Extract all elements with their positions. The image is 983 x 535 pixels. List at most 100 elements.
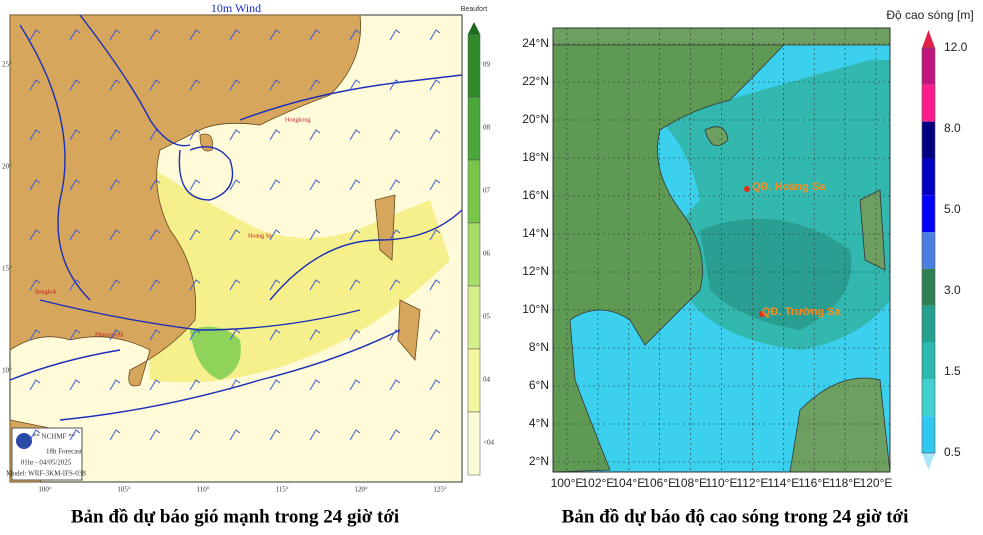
wind-barb [389,229,401,241]
wind-barb [149,329,161,341]
wind-barb [189,379,201,391]
wind-barb [189,279,201,291]
wind-barb [309,179,321,191]
wind-barb [229,129,241,141]
lat-label: 20°N [522,112,549,126]
wind-barb [429,379,441,391]
place-label: Hongkong [285,117,310,123]
land [552,27,891,473]
wind-barb [349,179,361,191]
wind-barb [229,79,241,91]
wind-barb [149,79,161,91]
lat-label: 24°N [522,36,549,50]
wind-barb [269,279,281,291]
wind-barb [349,29,361,41]
wind-barb [69,229,81,241]
wind-barb [29,229,41,241]
wind-barb [149,379,161,391]
caption: Bản đồ dự báo gió mạnh trong 24 giờ tới [71,506,399,527]
wind-barb [69,279,81,291]
wind-barb [309,229,321,241]
lat-label: 8°N [529,340,549,354]
island-label: QĐ. Hoàng Sa [752,181,826,193]
wind-barb [229,379,241,391]
legend-title: Độ cao sóng [m] [886,8,973,22]
colorbar-segment [922,379,935,417]
wind-barb [269,79,281,91]
lon-label: 106°E [643,476,676,490]
wind-map: ** NCHMF ** 18h Forecast 01hr - 04/05/20… [6,1,487,528]
wind-barb [109,179,121,191]
lat-label: 18°N [522,150,549,164]
wind-barb [349,279,361,291]
lon-label: 120° [354,486,368,494]
wind-barb [309,129,321,141]
wind-barb [429,429,441,441]
wind-barb [69,79,81,91]
wind-barb [309,379,321,391]
wind-barb [349,129,361,141]
wind-barb [389,329,401,341]
colorbar: 09 08 07 06 05 04 <04 [467,22,494,476]
wind-barb [389,179,401,191]
colorbar-segment [467,96,481,161]
logo-text: 01hr - 04/05/2025 [21,459,72,467]
legend-tick: 08 [483,124,491,132]
legend-title: Beaufort [461,6,488,13]
wind-barb [29,429,41,441]
lat-label: 15° [2,265,12,273]
wind-barb [109,29,121,41]
land [552,27,801,473]
wind-barb [109,429,121,441]
lat-label: 12°N [522,264,549,278]
legend-tick: 0.5 [944,445,961,459]
lon-label: 115° [275,486,288,494]
lon-label: 102°E [581,476,614,490]
wind-barb [309,29,321,41]
wave-zone-high [700,218,852,330]
legend-tick: 09 [483,61,491,69]
legend-tick: 8.0 [944,121,961,135]
lon-label: 118°E [829,476,861,490]
wind-barb [149,429,161,441]
colorbar-segment [922,342,935,380]
wind-barb [109,279,121,291]
wind-barb [349,379,361,391]
wind-barb [389,429,401,441]
wind-barb [69,429,81,441]
lon-label: 104°E [612,476,645,490]
lat-label: 14°N [522,226,549,240]
logo-text: ** NCHMF ** [33,433,76,441]
colorbar-segment [467,411,481,476]
lon-label: 112°E [736,476,768,490]
colorbar-segment [922,305,935,343]
land [9,14,361,387]
legend-tick: <04 [483,439,494,447]
wind-barb [269,129,281,141]
logo [16,433,32,449]
place-label: Bangkok [35,289,57,295]
lat-label: 20° [2,163,12,171]
lat-label: 4°N [529,416,549,430]
lon-label: 110° [196,486,209,494]
wind-barb [29,379,41,391]
wind-barb [389,79,401,91]
wind-barb [69,329,81,341]
wind-barb [109,379,121,391]
wind-barb [269,29,281,41]
grid [553,28,890,472]
colorbar-segment [922,195,935,233]
wind-barb [189,129,201,141]
logo-box [11,427,83,481]
wind-barb [429,29,441,41]
wind-barb [29,79,41,91]
lon-label: 114°E [767,476,799,490]
colorbar-segment [922,158,935,196]
colorbar-segment [922,232,935,269]
wind-barb [349,79,361,91]
wind-barb [429,229,441,241]
wind-barb [229,29,241,41]
wave-map: QĐ. Hoàng Sa QĐ. Trường Sa 12.0 8.0 5.0 3.0… [552,8,974,527]
place-label: Phnompenh [95,332,124,338]
wind-barb [429,129,441,141]
